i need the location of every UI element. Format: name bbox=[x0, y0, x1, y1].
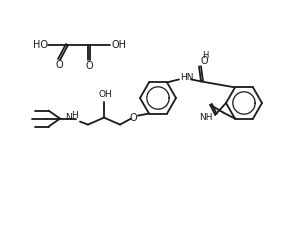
Text: N: N bbox=[65, 113, 71, 122]
Text: H: H bbox=[71, 111, 77, 120]
Text: NH: NH bbox=[199, 113, 213, 122]
Text: O: O bbox=[200, 56, 208, 66]
Text: HO: HO bbox=[33, 40, 47, 50]
Text: H: H bbox=[202, 51, 208, 60]
Text: O: O bbox=[85, 61, 93, 71]
Text: O: O bbox=[129, 113, 137, 123]
Text: HN: HN bbox=[180, 73, 194, 82]
Text: O: O bbox=[55, 60, 63, 70]
Text: OH: OH bbox=[98, 90, 112, 99]
Text: OH: OH bbox=[111, 40, 127, 50]
